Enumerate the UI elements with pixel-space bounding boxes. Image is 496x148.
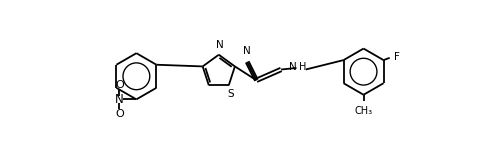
Text: CH₃: CH₃ [355, 106, 372, 116]
Text: F: F [394, 52, 400, 62]
Text: N: N [216, 40, 224, 50]
Text: O: O [115, 80, 124, 90]
Text: N: N [115, 93, 124, 106]
Text: H: H [299, 62, 306, 72]
Text: O: O [115, 109, 124, 119]
Text: N: N [243, 46, 250, 56]
Text: N: N [289, 62, 297, 72]
Text: S: S [228, 89, 234, 99]
